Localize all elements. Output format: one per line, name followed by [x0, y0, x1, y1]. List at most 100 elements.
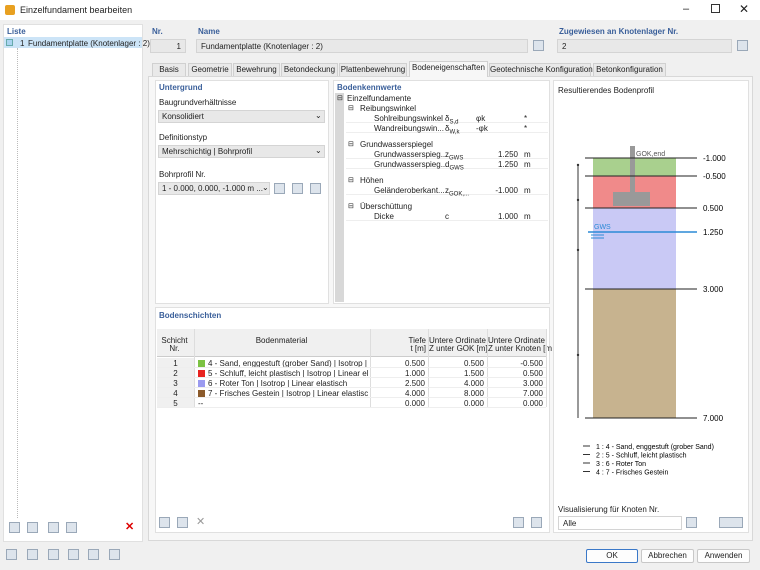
row-line — [157, 407, 546, 408]
column — [630, 146, 635, 192]
dropdown-arrow[interactable]: ⌄ — [315, 146, 322, 155]
param-label: Geländeroberkant... — [374, 186, 445, 195]
dropdown[interactable]: Konsolidiert — [158, 110, 325, 123]
nr-label: Nr. — [152, 27, 163, 36]
row-line — [157, 367, 546, 368]
tab[interactable]: Betonkonfiguration — [593, 63, 666, 76]
cell-value[interactable]: -0.500 — [520, 359, 543, 368]
cell-value[interactable]: 1.500 — [463, 369, 484, 378]
tab[interactable]: Geometrie — [188, 63, 232, 76]
pick-node[interactable] — [737, 40, 748, 51]
material[interactable]: -- — [198, 399, 204, 408]
cell-value[interactable]: 3.000 — [522, 379, 543, 388]
cell-value[interactable]: 0.500 — [463, 359, 484, 368]
tab[interactable]: Bodeneigenschaften — [409, 61, 488, 77]
cell-value[interactable]: 2.500 — [404, 379, 425, 388]
tab[interactable]: Betondeckung — [281, 63, 338, 76]
icon-button[interactable] — [48, 522, 59, 533]
tab[interactable]: Plattenbewehrung — [339, 63, 407, 76]
collapse[interactable]: ⊟ — [348, 177, 354, 184]
button[interactable]: Abbrechen — [641, 549, 694, 563]
field-label: Baugrundverhältnisse — [159, 98, 237, 107]
cell-value[interactable]: 0.500 — [404, 359, 425, 368]
maximize[interactable] — [711, 4, 720, 13]
cell-value[interactable]: 4.000 — [463, 379, 484, 388]
button[interactable]: OK — [586, 549, 638, 563]
param-value: 1.250 — [497, 150, 518, 159]
row-nr: 4 — [173, 389, 178, 398]
column-header: Untere Ordinate — [488, 336, 545, 345]
level-label: 0.500 — [703, 204, 724, 213]
print[interactable] — [719, 517, 743, 528]
group-name: Überschüttung — [360, 202, 413, 211]
cell-value[interactable]: 7.000 — [522, 389, 543, 398]
icon-button[interactable] — [177, 517, 188, 528]
bodenkennwerte-panel — [333, 80, 550, 304]
button[interactable]: Anwenden — [697, 549, 750, 563]
param-value: 1.250 — [497, 160, 518, 169]
tool-button[interactable] — [68, 549, 79, 560]
tool-button[interactable] — [27, 549, 38, 560]
collapse[interactable]: ⊟ — [348, 141, 354, 148]
icon-button[interactable] — [159, 517, 170, 528]
tool-button[interactable] — [88, 549, 99, 560]
cell-value[interactable]: 0.000 — [522, 399, 543, 408]
row-nr: 1 — [173, 359, 178, 368]
soil-layer — [593, 289, 676, 418]
collapse[interactable]: ⊟ — [337, 95, 343, 102]
delete-row[interactable]: ✕ — [196, 516, 206, 528]
dropdown[interactable]: Mehrschichtig | Bohrprofil — [158, 145, 325, 158]
material[interactable]: 4 - Sand, enggestuft (grober Sand) | Iso… — [208, 359, 368, 368]
list-item[interactable] — [4, 37, 142, 48]
pick-visual[interactable] — [686, 517, 697, 528]
tool-button[interactable] — [6, 549, 17, 560]
row-line — [157, 377, 546, 378]
material[interactable]: 5 - Schluff, leicht plastisch | Isotrop … — [208, 369, 368, 378]
dropdown[interactable]: 1 - 0.000, 0.000, -1.000 m ... — [158, 182, 270, 195]
tab[interactable]: Basis — [152, 63, 186, 76]
edit-name[interactable] — [533, 40, 544, 51]
delete[interactable]: ✕ — [125, 521, 135, 533]
icon-button[interactable] — [9, 522, 20, 533]
name-value[interactable]: Fundamentplatte (Knotenlager : 2) — [196, 39, 528, 53]
tool-button[interactable] — [48, 549, 59, 560]
icon-button[interactable] — [513, 517, 524, 528]
visual-select[interactable]: Alle — [558, 516, 682, 530]
icon-button[interactable] — [27, 522, 38, 533]
collapse[interactable]: ⊟ — [348, 203, 354, 210]
tool-button[interactable] — [109, 549, 120, 560]
cell-value[interactable]: 1.000 — [404, 369, 425, 378]
cell-value[interactable]: 4.000 — [404, 389, 425, 398]
dropdown-arrow[interactable]: ⌄ — [262, 183, 269, 192]
row-nr: 2 — [173, 369, 178, 378]
dropdown-arrow[interactable]: ⌄ — [315, 111, 322, 120]
symbol-subscript: GWS — [449, 165, 464, 172]
icon-button[interactable] — [292, 183, 303, 194]
row-nr: 5 — [173, 399, 178, 408]
assigned-value[interactable]: 2 — [557, 39, 732, 53]
layer-marker — [576, 248, 580, 252]
column-header: Bodenmaterial — [255, 336, 308, 345]
param-unit: m — [524, 212, 531, 221]
cell-value[interactable]: 8.000 — [463, 389, 484, 398]
cell-value[interactable]: 0.000 — [463, 399, 484, 408]
legend-entry: 4 : 7 - Frisches Gestein — [596, 470, 668, 477]
row-line — [157, 387, 546, 388]
icon-button[interactable] — [310, 183, 321, 194]
material[interactable]: 7 - Frisches Gestein | Isotrop | Linear … — [208, 389, 368, 398]
icon-button[interactable] — [274, 183, 285, 194]
level-label: -0.500 — [703, 172, 726, 181]
tab[interactable]: Bewehrung — [233, 63, 280, 76]
icon-button[interactable] — [531, 517, 542, 528]
icon-button[interactable] — [66, 522, 77, 533]
param-row — [346, 211, 548, 221]
param-row — [346, 149, 548, 159]
close[interactable]: ✕ — [739, 2, 750, 16]
minimize[interactable]: – — [683, 3, 690, 15]
collapse[interactable]: ⊟ — [348, 105, 354, 112]
cell-value[interactable]: 0.500 — [522, 369, 543, 378]
tab[interactable]: Geotechnische Konfiguration — [489, 63, 593, 76]
material[interactable]: 6 - Roter Ton | Isotrop | Linear elastis… — [208, 379, 348, 388]
cell-value[interactable]: 0.000 — [404, 399, 425, 408]
